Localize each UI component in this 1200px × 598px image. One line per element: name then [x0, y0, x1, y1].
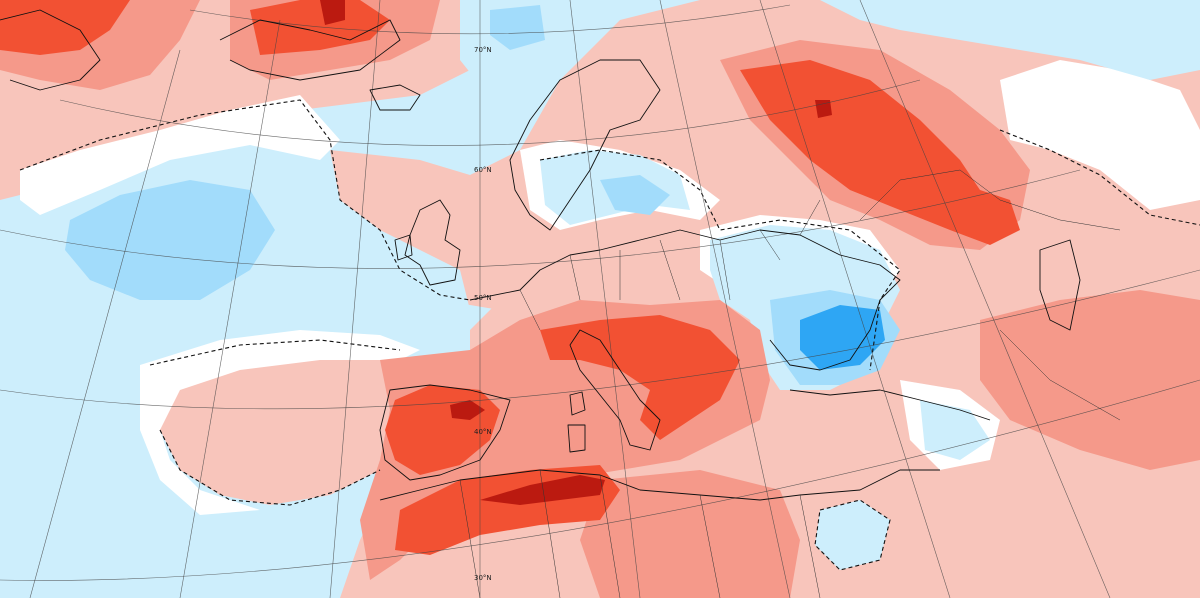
peak-hot-sahara	[480, 475, 605, 505]
hot-zone-italy-balkans	[540, 315, 740, 440]
border-lines-europe	[519, 169, 1001, 331]
warm-zone-africa	[580, 470, 800, 598]
warm-anomaly-layer-3	[0, 0, 1020, 555]
coast-greenland	[0, 9, 401, 91]
zero-contour-lines	[19, 99, 1200, 571]
lat-label-40: 40°N	[474, 428, 492, 436]
hot-zone-greenland	[250, 0, 390, 55]
meridian-e30	[759, 0, 951, 598]
zero-contour-atlantic	[19, 99, 471, 301]
borders	[459, 169, 1121, 598]
meridian-e10	[569, 0, 641, 598]
warm-area-iberia-west	[150, 345, 420, 505]
coast-british-isles	[394, 199, 461, 286]
zero-contour-central	[539, 149, 901, 371]
meridian-w20	[179, 19, 281, 598]
meridian-e20	[659, 0, 791, 598]
coast-turkey	[789, 389, 991, 421]
cold-anomaly-layer-3	[800, 305, 885, 370]
coast-caspian	[1039, 239, 1081, 331]
coast-sardinia-corsica	[567, 391, 586, 453]
warm-zone-east	[980, 290, 1200, 470]
lat-label-50: 50°N	[474, 294, 492, 302]
coast-scandinavia	[509, 59, 661, 231]
zero-contour-iberia	[149, 339, 401, 506]
zero-contour-russia	[999, 129, 1200, 226]
neutral-band-atlantic	[20, 95, 340, 215]
cold-area-east-med	[920, 400, 990, 460]
cold-core-north	[490, 5, 545, 50]
cold-area-russia-north	[820, 0, 1200, 80]
coast-iberia	[379, 384, 511, 481]
cold-area-france-west	[380, 230, 470, 330]
lat-label-70: 70°N	[474, 46, 492, 54]
parallel-60	[59, 79, 921, 146]
border-lines-asia	[999, 199, 1121, 421]
parallel-30	[0, 379, 1200, 581]
meridian-e40	[859, 0, 1111, 598]
coast-italy	[569, 329, 661, 451]
cold-core-atlantic	[65, 180, 275, 300]
parallel-50	[0, 169, 1081, 269]
meridian-w10	[329, 0, 381, 598]
lat-label-60: 60°N	[474, 166, 492, 174]
latitude-labels: 70°N 60°N 50°N 40°N 30°N	[474, 46, 492, 582]
peak-hot-greenland	[320, 0, 345, 25]
lat-label-30: 30°N	[474, 574, 492, 582]
peak-hot-iberia	[450, 400, 485, 420]
cold-area-africa-south	[815, 500, 890, 570]
cold-core-baltic	[600, 175, 670, 215]
warm-anomaly-layer-4	[320, 0, 832, 505]
coast-iceland	[369, 84, 421, 111]
meridian-w30	[29, 49, 181, 598]
hot-zone-russia	[740, 60, 1020, 245]
neutral-band-russia-north	[1000, 60, 1200, 210]
neutral-band-iberia	[140, 330, 420, 515]
border-lines-africa	[459, 469, 821, 598]
parallel-40	[0, 269, 1200, 410]
hot-zone-arctic-nw	[0, 0, 130, 55]
cold-peak-blacksea	[800, 305, 885, 370]
